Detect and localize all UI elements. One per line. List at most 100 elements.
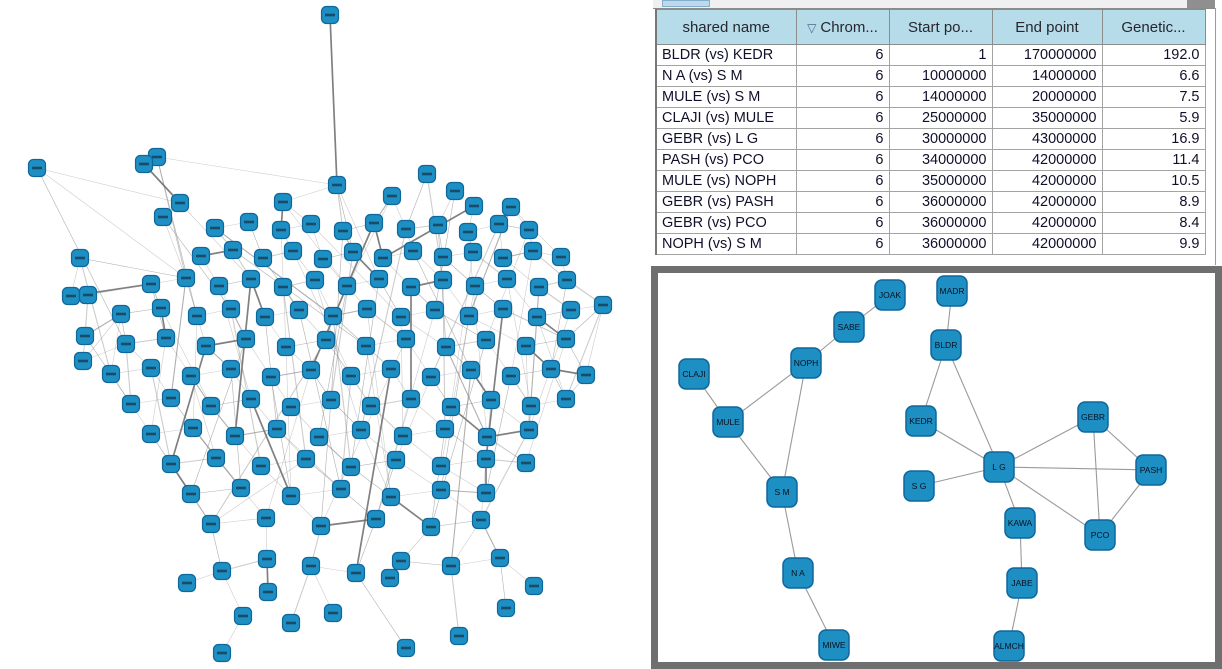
network-node[interactable] [225,426,245,446]
network-node[interactable] [527,307,547,327]
network-node[interactable] [433,270,453,290]
network-node[interactable] [490,548,510,568]
table-cell-chromosome[interactable]: 6 [795,170,890,192]
network-node[interactable] [431,480,451,500]
horizontal-scrollbar[interactable] [653,0,1215,9]
network-node[interactable] [471,510,491,530]
node-shape[interactable] [782,557,814,589]
network-node[interactable] [61,286,81,306]
node-shape[interactable] [818,629,850,661]
table-cell-genetic[interactable]: 192.0 [1101,44,1206,66]
network-node[interactable] [151,298,171,318]
node-shape[interactable] [833,311,865,343]
column-header-shared-name[interactable]: shared name [655,9,797,45]
network-node[interactable] [305,270,325,290]
network-node[interactable] [212,561,232,581]
network-node[interactable] [380,568,400,588]
network-node[interactable] [187,306,207,326]
table-cell-genetic[interactable]: 5.9 [1101,107,1206,129]
table-row[interactable]: MULE (vs) S M 6 14000000 20000000 7.5 [655,86,1206,108]
network-node[interactable] [351,420,371,440]
network-node[interactable] [417,164,437,184]
network-node[interactable] [461,360,481,380]
network-node[interactable] [309,427,329,447]
network-node[interactable] [391,551,411,571]
table-cell-name[interactable]: MULE (vs) NOPH [655,170,797,192]
network-node[interactable] [141,358,161,378]
network-node[interactable] [341,457,361,477]
network-node[interactable] [75,326,95,346]
table-cell-name[interactable]: CLAJI (vs) MULE [655,107,797,129]
network-node[interactable] [231,478,251,498]
network-node[interactable] [556,329,576,349]
table-cell-end[interactable]: 42000000 [991,149,1103,171]
network-node[interactable] [386,450,406,470]
network-node[interactable] [521,396,541,416]
table-cell-start[interactable]: 36000000 [888,233,993,255]
network-node[interactable] [524,576,544,596]
network-node[interactable] [576,365,596,385]
network-node[interactable] [181,484,201,504]
network-node[interactable] [301,360,321,380]
network-node[interactable] [501,366,521,386]
node-shape[interactable] [1006,567,1038,599]
network-node[interactable] [481,390,501,410]
table-cell-chromosome[interactable]: 6 [795,107,890,129]
table-cell-chromosome[interactable]: 6 [795,233,890,255]
network-node[interactable] [391,307,411,327]
network-node[interactable] [331,479,351,499]
network-node[interactable] [161,388,181,408]
network-node[interactable] [523,241,543,261]
table-cell-genetic[interactable]: 10.5 [1101,170,1206,192]
network-node[interactable] [141,274,161,294]
table-row[interactable]: NOPH (vs) S M 6 36000000 42000000 9.9 [655,233,1206,255]
network-node[interactable] [337,276,357,296]
network-node[interactable]: MULE [712,406,744,438]
table-cell-chromosome[interactable]: 6 [795,65,890,87]
node-shape[interactable] [936,275,968,307]
table-cell-name[interactable]: N A (vs) S M [655,65,797,87]
network-node[interactable] [70,248,90,268]
table-cell-start[interactable]: 1 [888,44,993,66]
table-row[interactable]: GEBR (vs) L G 6 30000000 43000000 16.9 [655,128,1206,150]
network-node[interactable] [493,248,513,268]
network-node[interactable] [241,269,261,289]
table-cell-start[interactable]: 35000000 [888,170,993,192]
network-node[interactable] [253,248,273,268]
table-cell-genetic[interactable]: 16.9 [1101,128,1206,150]
table-cell-name[interactable]: GEBR (vs) PCO [655,212,797,234]
network-node[interactable] [267,419,287,439]
network-node[interactable] [261,367,281,387]
main-network-canvas[interactable] [0,0,650,669]
table-row[interactable]: GEBR (vs) PCO 6 36000000 42000000 8.4 [655,212,1206,234]
network-node[interactable] [201,514,221,534]
network-node[interactable] [301,214,321,234]
table-cell-name[interactable]: GEBR (vs) PASH [655,191,797,213]
network-node[interactable] [449,626,469,646]
network-node[interactable] [369,269,389,289]
network-node[interactable] [206,448,226,468]
network-node[interactable] [196,336,216,356]
network-node[interactable] [223,240,243,260]
network-node[interactable] [557,270,577,290]
network-node[interactable] [313,249,333,269]
table-row[interactable]: CLAJI (vs) MULE 6 25000000 35000000 5.9 [655,107,1206,129]
table-cell-end[interactable]: 42000000 [991,170,1103,192]
network-node[interactable]: N A [782,557,814,589]
network-node[interactable]: MIWE [818,629,850,661]
network-node[interactable] [221,299,241,319]
network-node[interactable] [176,268,196,288]
network-node[interactable] [373,248,393,268]
network-node[interactable] [496,598,516,618]
network-node[interactable] [366,509,386,529]
node-shape[interactable] [983,451,1015,483]
network-node[interactable] [401,277,421,297]
table-cell-genetic[interactable]: 8.4 [1101,212,1206,234]
network-node[interactable] [381,487,401,507]
sub-network-canvas[interactable]: JOAK SABE NOPH CLAJI MULE S M N A MIWE MADR BLDR K… [658,273,1215,662]
network-node[interactable] [321,390,341,410]
network-node[interactable] [493,299,513,319]
network-node[interactable] [78,285,98,305]
network-node[interactable] [258,582,278,602]
network-node[interactable] [281,486,301,506]
